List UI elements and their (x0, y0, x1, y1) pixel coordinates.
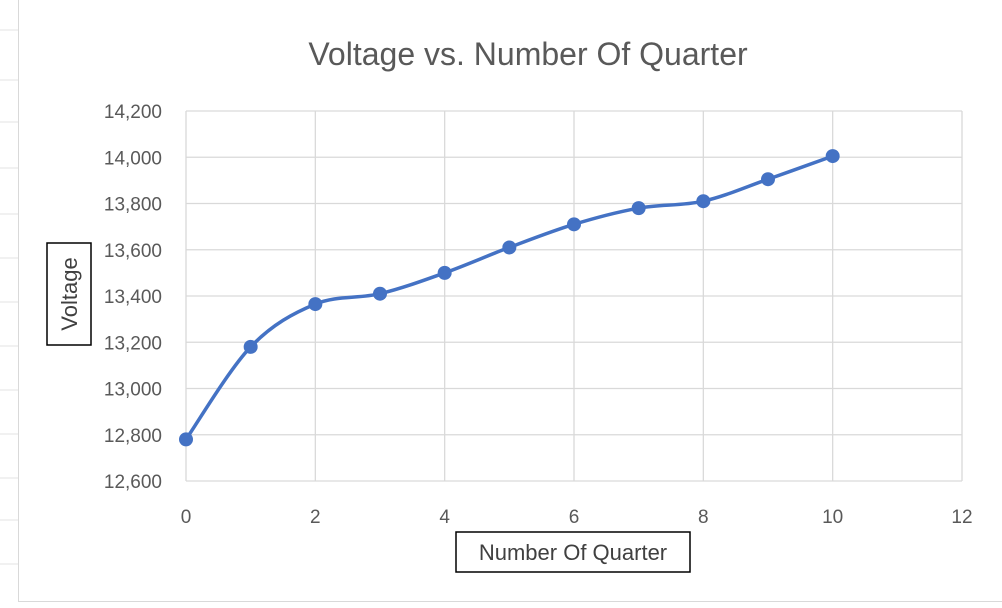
data-point[interactable] (373, 286, 387, 301)
x-tick-label: 6 (569, 507, 580, 528)
chart-title: Voltage vs. Number Of Quarter (308, 36, 748, 72)
data-point[interactable] (437, 265, 452, 280)
y-tick-label: 13,400 (104, 287, 162, 308)
y-tick-label: 14,200 (104, 102, 162, 123)
x-tick-label: 8 (698, 507, 709, 528)
data-point[interactable] (243, 339, 258, 354)
x-tick-label: 4 (439, 507, 450, 528)
data-points (179, 149, 840, 447)
x-axis-title-box[interactable]: Number Of Quarter (455, 531, 691, 573)
y-tick-label: 12,600 (104, 472, 162, 493)
y-tick-label: 13,600 (104, 241, 162, 262)
y-tick-label: 13,800 (104, 195, 162, 216)
data-point[interactable] (502, 240, 517, 255)
data-point[interactable] (631, 201, 646, 216)
x-tick-label: 10 (822, 507, 843, 528)
data-point[interactable] (308, 297, 323, 312)
x-tick-label: 12 (951, 507, 972, 528)
y-axis-title-box[interactable]: Voltage (46, 242, 92, 346)
y-axis-tick-labels: 12,600 12,800 13,000 13,200 13,400 13,600 13,8… (104, 102, 162, 493)
series-line[interactable] (184, 154, 835, 442)
data-point[interactable] (761, 172, 775, 187)
y-tick-label: 12,800 (104, 426, 162, 447)
series-lines (184, 154, 835, 442)
gridlines (185, 110, 963, 482)
x-axis-title: Number Of Quarter (479, 540, 667, 565)
x-tick-label: 0 (181, 507, 192, 528)
y-tick-label: 14,000 (104, 148, 162, 169)
data-point[interactable] (179, 432, 193, 447)
x-axis-tick-labels: 0 2 4 6 8 10 12 (181, 507, 973, 528)
data-point[interactable] (825, 149, 840, 164)
data-point[interactable] (696, 194, 711, 209)
x-tick-label: 2 (310, 507, 321, 528)
y-axis-title: Voltage (57, 257, 82, 330)
chart-area[interactable]: 12,600 12,800 13,000 13,200 13,400 13,600 13,8… (18, 0, 1002, 602)
y-tick-label: 13,200 (104, 333, 162, 354)
y-tick-label: 13,000 (104, 380, 162, 401)
line-chart: 12,600 12,800 13,000 13,200 13,400 13,600 13,8… (46, 36, 973, 573)
data-point[interactable] (567, 217, 581, 232)
